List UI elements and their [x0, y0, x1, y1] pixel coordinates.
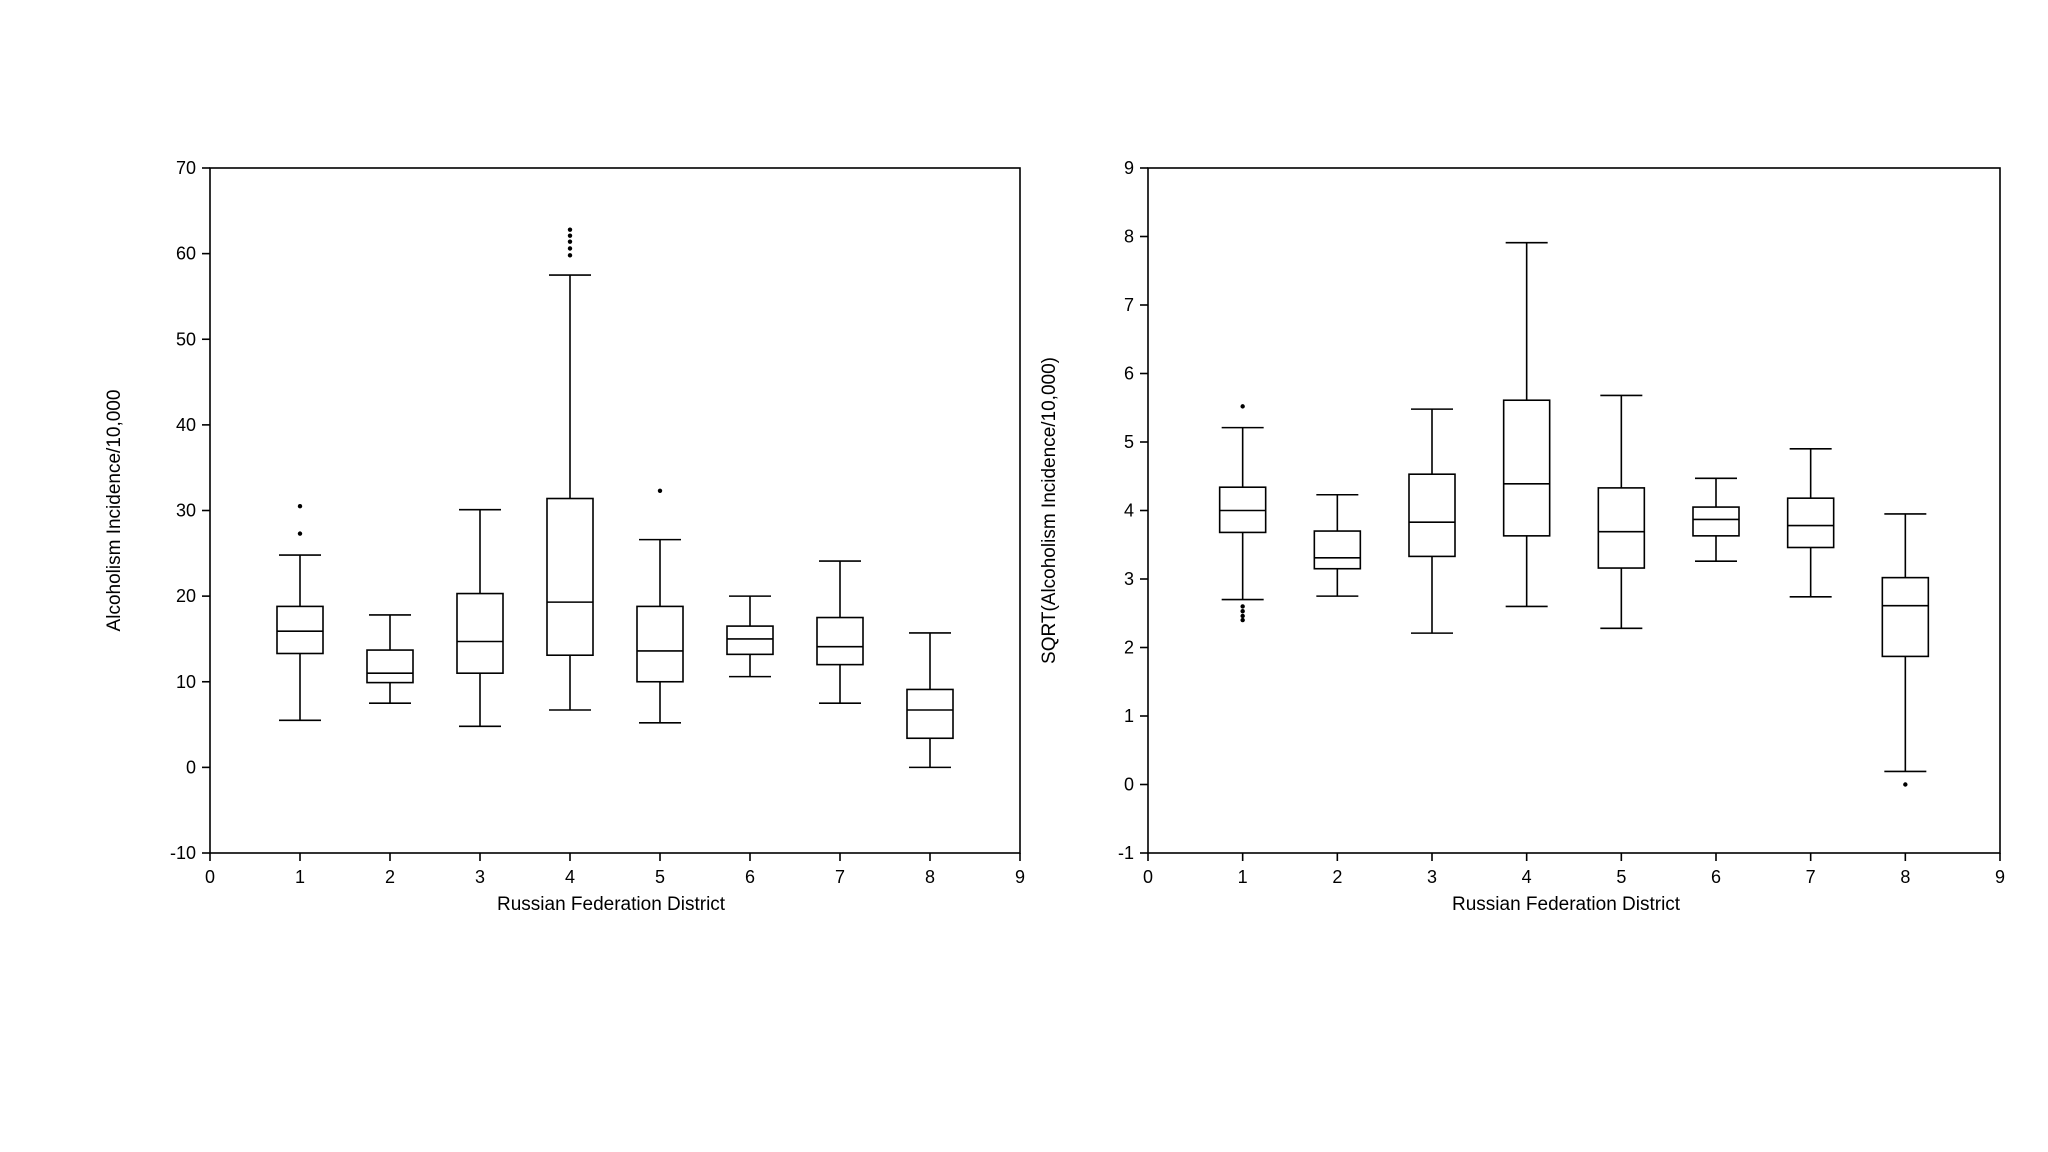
- iqr-box: [546, 497, 594, 657]
- x-tick-label: 4: [565, 867, 575, 887]
- y-tick-label: 20: [176, 586, 196, 606]
- outlier-point: [567, 233, 573, 238]
- outlier-point: [567, 246, 573, 251]
- x-axis-label: Russian Federation District: [1452, 894, 1681, 915]
- iqr-box: [366, 649, 414, 684]
- iqr-box: [1692, 506, 1740, 537]
- iqr-box: [726, 625, 774, 656]
- iqr-box: [276, 605, 324, 655]
- iqr-box: [636, 605, 684, 683]
- y-tick-label: 40: [176, 415, 196, 435]
- x-tick-label: 9: [1015, 867, 1025, 887]
- box-district-4: [546, 227, 594, 711]
- outlier-point: [1240, 608, 1245, 614]
- x-tick-label: 5: [655, 867, 665, 887]
- y-tick-label: 50: [176, 329, 196, 349]
- y-tick-label: 70: [176, 158, 196, 178]
- plot-frame: [1147, 167, 2001, 854]
- outlier-point: [297, 504, 303, 509]
- outlier-point: [297, 531, 303, 536]
- x-tick-label: 9: [1995, 867, 2005, 887]
- x-tick-label: 5: [1616, 867, 1626, 887]
- x-tick-label: 4: [1522, 867, 1532, 887]
- y-tick-label: 30: [176, 501, 196, 521]
- y-tick-label: -10: [170, 843, 196, 863]
- iqr-box: [906, 688, 954, 740]
- outlier-point: [1240, 613, 1245, 619]
- y-tick-label: 10: [176, 672, 196, 692]
- y-tick-label: 0: [186, 757, 196, 777]
- iqr-box: [456, 592, 504, 674]
- x-tick-label: 0: [1143, 867, 1153, 887]
- box-district-3: [1408, 408, 1456, 634]
- y-tick-label: -1: [1118, 843, 1134, 863]
- box-district-6: [1692, 477, 1740, 562]
- box-district-8: [906, 632, 954, 769]
- box-district-2: [1313, 493, 1362, 597]
- x-tick-label: 7: [1806, 867, 1816, 887]
- iqr-box: [816, 616, 864, 666]
- y-tick-label: 4: [1124, 501, 1134, 521]
- iqr-box: [1408, 473, 1456, 558]
- box-district-1: [276, 504, 324, 722]
- y-axis-label: SQRT(Alcoholism Incidence/10,000): [1039, 357, 1060, 664]
- chart-panel-2: -1 0 1 2 3 4 5 6 7 8 9 0 1 2 3 4 5 6 7 8 9 Russian Federation…: [1039, 158, 2005, 915]
- outlier-point: [1240, 617, 1245, 623]
- y-tick-label: 2: [1124, 638, 1134, 658]
- x-tick-label: 8: [1900, 867, 1910, 887]
- outlier-point: [1903, 782, 1908, 787]
- x-tick-label: 6: [745, 867, 755, 887]
- iqr-box: [1313, 530, 1362, 570]
- box-district-3: [456, 508, 504, 728]
- box-district-7: [1786, 448, 1835, 598]
- x-tick-label: 7: [835, 867, 845, 887]
- box-district-4: [1502, 241, 1551, 608]
- outlier-point: [1240, 604, 1245, 609]
- outlier-point: [567, 227, 573, 232]
- x-axis-label: Russian Federation District: [497, 894, 726, 915]
- x-tick-label: 3: [475, 867, 485, 887]
- iqr-box: [1786, 497, 1835, 549]
- outlier-point: [657, 488, 663, 494]
- plot-frame: [209, 167, 1021, 854]
- iqr-box: [1881, 576, 1930, 658]
- y-axis-label: Alcoholism Incidence/10,000: [104, 390, 125, 632]
- x-tick-label: 0: [205, 867, 215, 887]
- y-tick-label: 6: [1124, 364, 1134, 384]
- outlier-point: [567, 239, 573, 244]
- box-district-8: [1881, 513, 1930, 787]
- box-district-6: [726, 595, 774, 678]
- box-district-5: [1597, 394, 1646, 630]
- box-district-2: [366, 614, 414, 704]
- y-tick-label: 8: [1124, 227, 1134, 247]
- x-tick-label: 1: [295, 867, 305, 887]
- x-tick-label: 1: [1238, 867, 1248, 887]
- x-tick-label: 8: [925, 867, 935, 887]
- outlier-point: [567, 253, 573, 258]
- iqr-box: [1502, 399, 1551, 537]
- box-district-1: [1218, 404, 1267, 623]
- y-tick-label: 9: [1124, 158, 1134, 178]
- y-tick-label: 7: [1124, 295, 1134, 315]
- x-tick-label: 2: [1332, 867, 1342, 887]
- y-tick-label: 60: [176, 244, 196, 264]
- y-tick-label: 1: [1124, 706, 1134, 726]
- iqr-box: [1597, 487, 1646, 569]
- x-tick-label: 3: [1427, 867, 1437, 887]
- y-tick-label: 3: [1124, 569, 1134, 589]
- chart-panel-1: -10 0 10 20 30 40 50 60 70 0 1 2 3 4 5 6 7 8 9 Russian Fede…: [104, 158, 1025, 915]
- y-tick-label: 5: [1124, 432, 1134, 452]
- x-tick-label: 6: [1711, 867, 1721, 887]
- box-district-5: [636, 488, 684, 724]
- outlier-point: [1240, 404, 1245, 409]
- x-tick-label: 2: [385, 867, 395, 887]
- y-tick-label: 0: [1124, 775, 1134, 795]
- box-district-7: [816, 560, 864, 704]
